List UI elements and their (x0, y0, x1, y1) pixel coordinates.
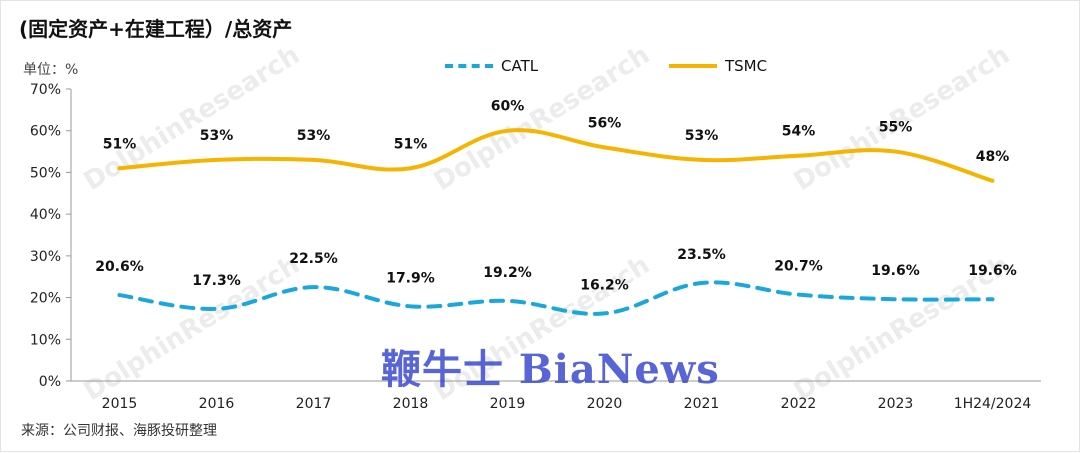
legend-swatch-catl (445, 64, 493, 68)
x-tick-label: 2021 (684, 396, 720, 412)
x-tick-label: 2019 (490, 396, 526, 412)
series-line-catl (117, 280, 995, 316)
y-tick-label: 50% (30, 165, 61, 181)
x-tick-label: 2018 (393, 396, 429, 412)
data-label-tsmc: 60% (491, 99, 525, 115)
data-label-tsmc: 56% (588, 115, 622, 131)
data-label-catl: 17.3% (192, 273, 241, 289)
legend-label-catl: CATL (501, 57, 539, 75)
data-label-catl: 16.2% (580, 277, 629, 293)
legend-item-tsmc: TSMC (669, 55, 767, 77)
data-label-tsmc: 53% (297, 128, 331, 144)
data-label-catl: 20.6% (95, 259, 144, 275)
y-tick-label: 30% (30, 249, 61, 265)
data-label-catl: 19.6% (871, 263, 920, 279)
x-tick-label: 2023 (878, 396, 914, 412)
data-label-tsmc: 53% (685, 128, 719, 144)
data-label-tsmc: 54% (782, 124, 816, 140)
data-label-tsmc: 55% (879, 120, 913, 136)
y-tick-label: 70% (30, 82, 61, 98)
data-label-tsmc: 48% (976, 149, 1010, 165)
data-label-catl: 23.5% (677, 247, 726, 263)
x-tick-label: 2022 (781, 396, 817, 412)
legend-item-catl: CATL (445, 55, 538, 77)
y-tick-label: 0% (39, 374, 61, 390)
watermark-text: DolphinResearch (79, 40, 305, 197)
data-label-catl: 19.2% (483, 265, 532, 281)
x-tick-label: 2020 (587, 396, 623, 412)
watermark-text: DolphinResearch (789, 40, 1015, 197)
y-tick-label: 10% (30, 332, 61, 348)
data-label-tsmc: 51% (394, 136, 428, 152)
y-tick-label: 60% (30, 124, 61, 140)
data-label-catl: 22.5% (289, 251, 338, 267)
data-label-catl: 17.9% (386, 270, 435, 286)
legend-label-tsmc: TSMC (725, 57, 768, 75)
y-tick-label: 40% (30, 207, 61, 223)
x-tick-label: 2017 (296, 396, 332, 412)
data-label-catl: 19.6% (968, 263, 1017, 279)
chart-title: (固定资产+在建工程）/总资产 (19, 17, 293, 41)
series-line-tsmc (117, 128, 995, 183)
y-axis-unit-label: 单位：% (23, 62, 79, 78)
data-label-tsmc: 53% (200, 128, 234, 144)
x-tick-label: 2015 (102, 396, 138, 412)
x-tick-label: 1H24/2024 (954, 396, 1032, 412)
x-tick-label: 2016 (199, 396, 235, 412)
brand-watermark: 鞭牛士 BiaNews (381, 346, 720, 393)
data-label-catl: 20.7% (774, 259, 823, 275)
legend-swatch-tsmc (669, 64, 717, 68)
data-label-tsmc: 51% (103, 136, 137, 152)
y-tick-label: 20% (30, 291, 61, 307)
source-note: 来源：公司财报、海豚投研整理 (21, 423, 217, 439)
